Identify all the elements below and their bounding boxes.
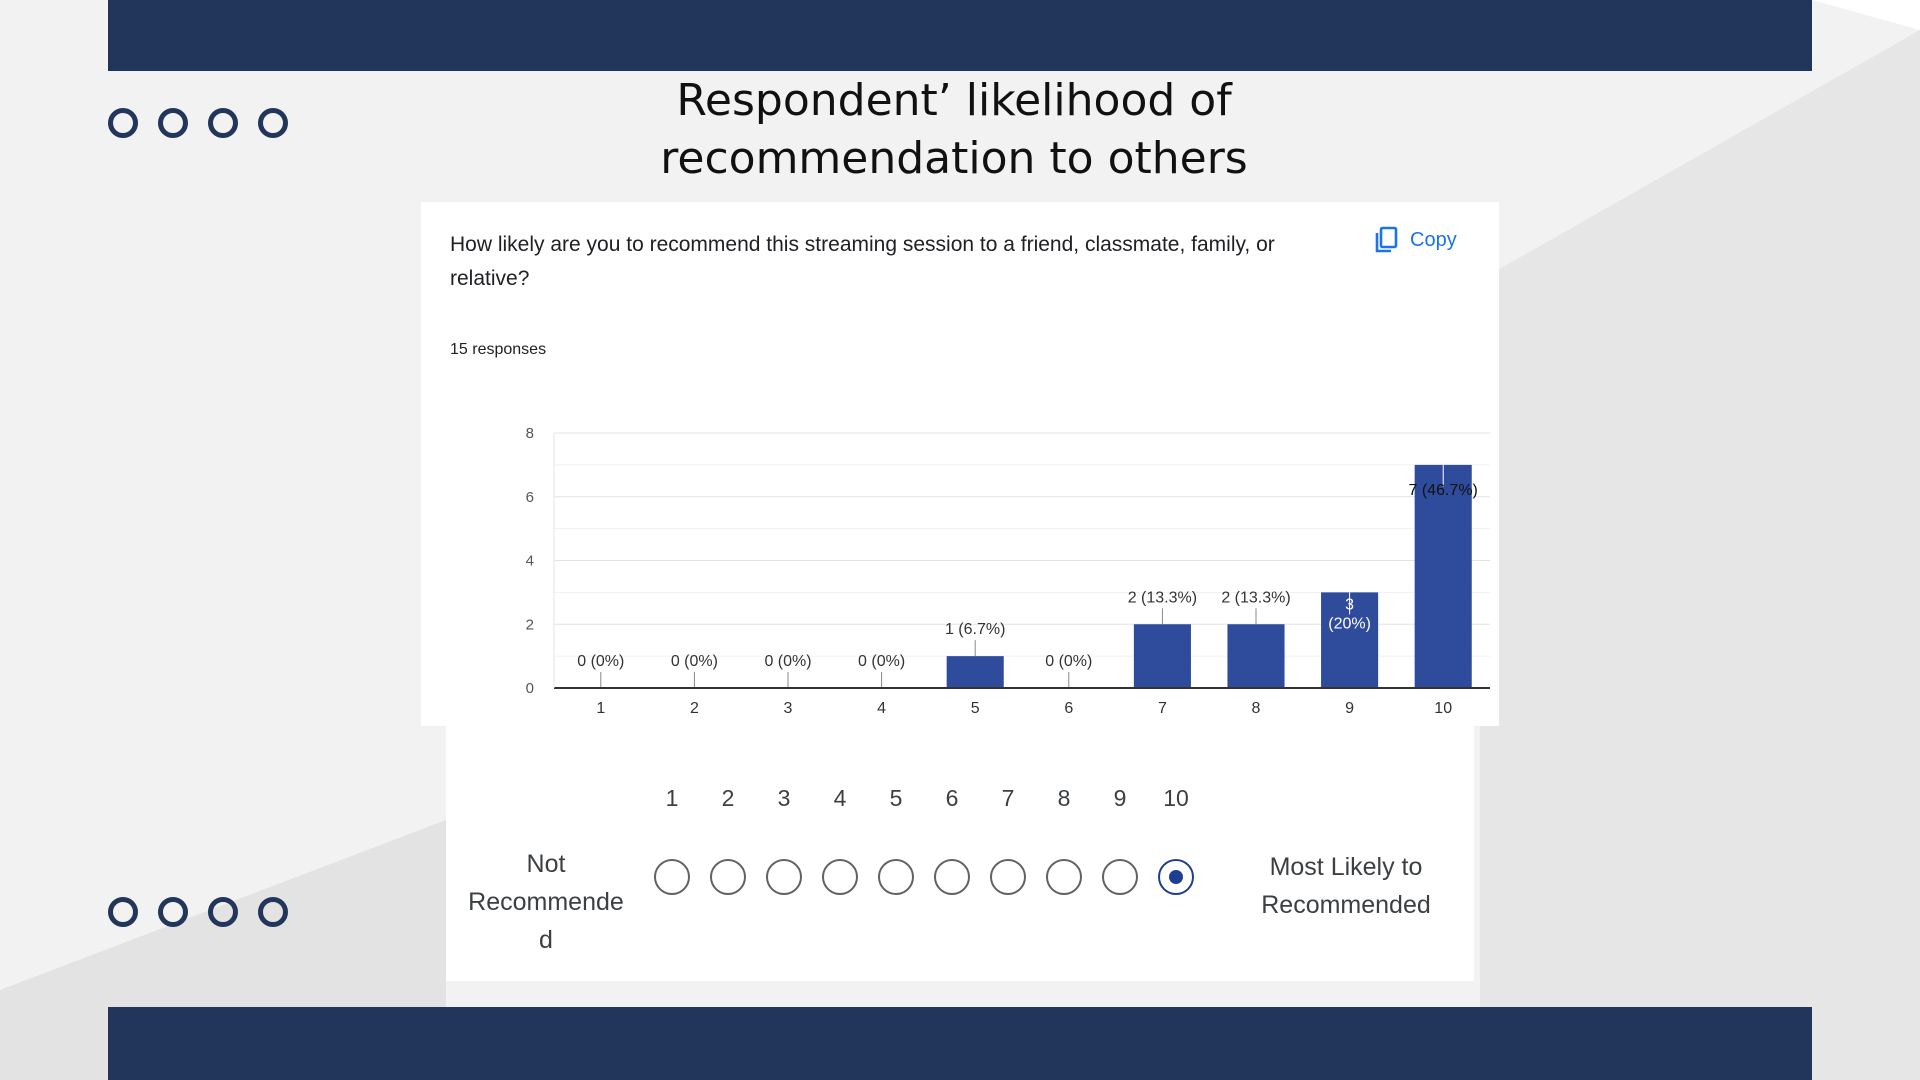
decorative-dots-top — [108, 108, 288, 138]
data-label: 0 (0%) — [577, 653, 624, 670]
scale-number: 10 — [1163, 785, 1189, 811]
scale-radio-4[interactable] — [822, 859, 858, 895]
ring-icon — [158, 897, 188, 927]
scale-number: 3 — [777, 785, 791, 811]
x-tick-label: 8 — [1252, 700, 1261, 717]
y-tick-label: 8 — [526, 425, 534, 442]
form-summary-card: How likely are you to recommend this str… — [421, 202, 1499, 726]
y-tick-label: 2 — [526, 616, 534, 633]
linear-scale-card: 1 2 3 4 5 6 7 8 9 10 Not Recommende d Most Likely… — [446, 726, 1474, 981]
scale-number: 7 — [1001, 785, 1015, 811]
x-tick-label: 2 — [690, 700, 699, 717]
scale-radio-7[interactable] — [990, 859, 1026, 895]
bar-chart: 0 2 4 6 8 0 (0%) 1 0 (0%) 2 0 (0%) 3 0 (0%) 4 1 (6.7%… — [526, 425, 1490, 717]
scale-right-label: Most Likely to Recommended — [1261, 853, 1431, 919]
scale-number: 8 — [1057, 785, 1071, 811]
scale-left-label-line: d — [539, 926, 553, 954]
y-tick-label: 4 — [526, 553, 534, 570]
scale-radio-5[interactable] — [878, 859, 914, 895]
slide-title-line-2: recommendation to others — [660, 133, 1248, 184]
data-label: 2 (13.3%) — [1128, 589, 1197, 606]
ring-icon — [258, 897, 288, 927]
ring-icon — [258, 108, 288, 138]
ring-icon — [108, 897, 138, 927]
x-tick-label: 4 — [877, 700, 886, 717]
scale-number: 2 — [721, 785, 735, 811]
scale-number: 4 — [833, 785, 847, 811]
ring-icon — [208, 897, 238, 927]
scale-left-label: Not Recommende d — [466, 845, 626, 959]
copy-icon — [1375, 226, 1398, 253]
x-tick-label: 7 — [1158, 700, 1167, 717]
scale-radio-9[interactable] — [1102, 859, 1138, 895]
scale-radio-3[interactable] — [766, 859, 802, 895]
question-text: How likely are you to recommend this str… — [450, 233, 1275, 290]
bar — [1414, 464, 1472, 688]
x-tick-label: 9 — [1345, 700, 1354, 717]
copy-label: Copy — [1410, 228, 1457, 251]
data-label: 2 (13.3%) — [1221, 589, 1290, 606]
x-tick-label: 3 — [784, 700, 793, 717]
data-label: 3 (20%) — [1328, 596, 1371, 632]
bar — [946, 656, 1004, 688]
decorative-dots-bottom — [108, 897, 288, 927]
x-tick-label: 1 — [596, 700, 605, 717]
scale-number: 9 — [1113, 785, 1127, 811]
x-tick-label: 10 — [1434, 700, 1452, 717]
data-label: 7 (46.7%) — [1409, 482, 1478, 499]
ring-icon — [108, 108, 138, 138]
data-label: 0 (0%) — [1045, 653, 1092, 670]
scale-radio-6[interactable] — [934, 859, 970, 895]
scale-left-label-line: Recommende — [468, 888, 624, 916]
top-banner — [108, 0, 1812, 71]
copy-button[interactable]: Copy — [1374, 226, 1457, 254]
data-label: 1 (6.7%) — [945, 621, 1005, 638]
scale-radio-10[interactable] — [1158, 859, 1194, 895]
scale-radio-2[interactable] — [710, 859, 746, 895]
scale-number: 5 — [889, 785, 903, 811]
slide-title-line-1: Respondent’ likelihood of — [676, 75, 1232, 126]
data-label: 0 (0%) — [764, 653, 811, 670]
slide-title: Respondent’ likelihood of recommendation… — [600, 72, 1308, 188]
ring-icon — [158, 108, 188, 138]
response-count: 15 responses — [450, 341, 547, 358]
y-tick-label: 0 — [526, 680, 534, 697]
scale-number: 1 — [665, 785, 679, 811]
bar — [1227, 624, 1285, 688]
scale-radio-8[interactable] — [1046, 859, 1082, 895]
data-label: 0 (0%) — [858, 653, 905, 670]
data-label: 0 (0%) — [671, 653, 718, 670]
bar — [1133, 624, 1191, 688]
ring-icon — [208, 108, 238, 138]
x-tick-label: 5 — [971, 700, 980, 717]
scale-number: 6 — [945, 785, 959, 811]
y-tick-label: 6 — [526, 489, 534, 506]
scale-left-label-line: Not — [526, 850, 566, 878]
x-tick-label: 6 — [1064, 700, 1073, 717]
scale-radio-1[interactable] — [654, 859, 690, 895]
bottom-banner — [108, 1007, 1812, 1080]
